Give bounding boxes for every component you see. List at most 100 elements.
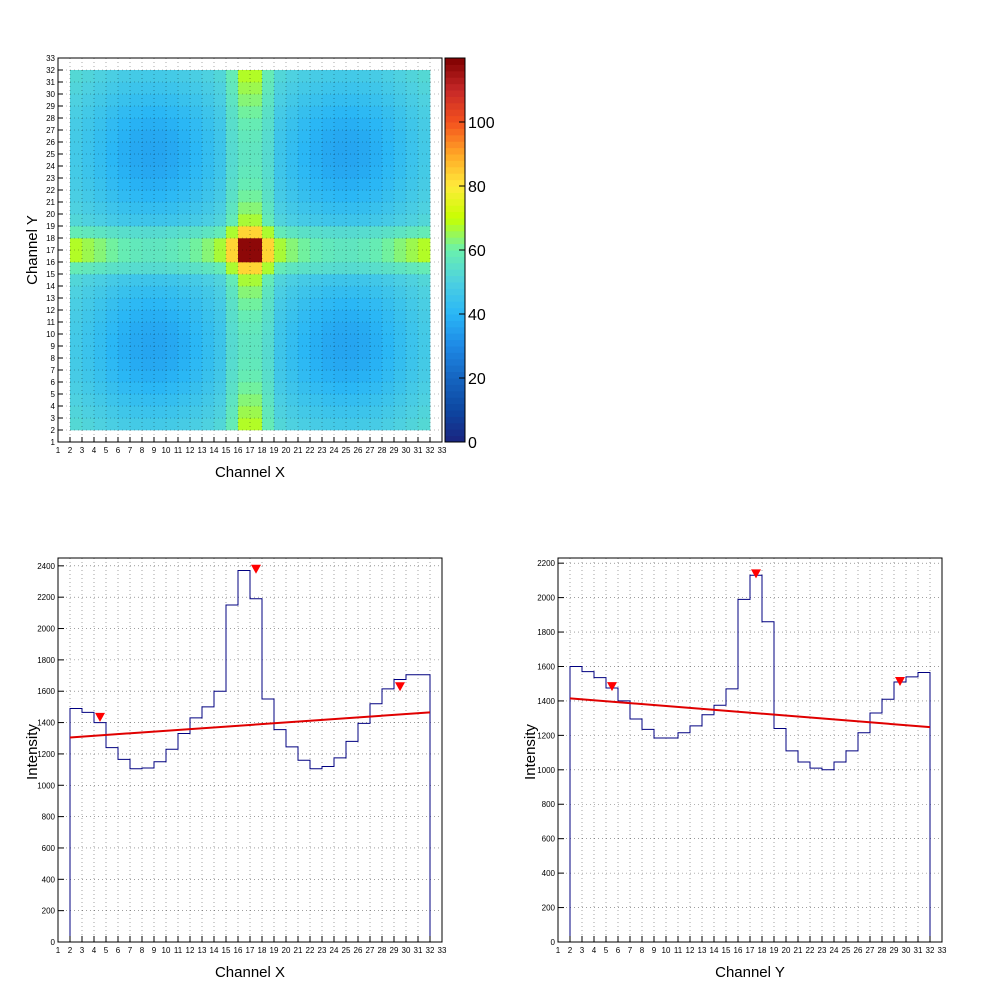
- colorbar-swatch: [445, 378, 465, 385]
- heatmap-cell: [382, 118, 395, 131]
- heatmap-cell: [298, 214, 311, 227]
- heatmap-cell: [154, 346, 167, 359]
- heatmap-cell: [106, 322, 119, 335]
- heatmap-cell: [358, 166, 371, 179]
- y-tick-label: 1200: [37, 750, 55, 759]
- heatmap-cell: [82, 70, 95, 83]
- heatmap-cell: [130, 226, 143, 239]
- heatmap-cell: [370, 142, 383, 155]
- colorbar-swatch: [445, 410, 465, 417]
- heatmap-cell: [418, 322, 431, 335]
- y-tick-label: 1800: [537, 628, 555, 637]
- heatmap-cell: [178, 166, 191, 179]
- heatmap-cell: [178, 262, 191, 275]
- heatmap-x-tick-label: 10: [162, 446, 171, 455]
- heatmap-cell: [82, 166, 95, 179]
- heatmap-cell: [70, 94, 83, 107]
- heatmap-cell: [130, 82, 143, 95]
- heatmap-cell: [418, 394, 431, 407]
- heatmap-cell: [370, 346, 383, 359]
- heatmap-cell: [142, 178, 155, 191]
- heatmap-cell: [334, 418, 347, 431]
- heatmap-cell: [406, 358, 419, 371]
- heatmap-x-tick-label: 12: [186, 446, 195, 455]
- heatmap-cell: [286, 142, 299, 155]
- heatmap-cell: [118, 70, 131, 83]
- heatmap-y-tick-label: 16: [46, 258, 55, 267]
- heatmap-cell: [130, 214, 143, 227]
- heatmap-cell: [130, 382, 143, 395]
- x-tick-label: 4: [592, 946, 597, 955]
- heatmap-cell: [118, 418, 131, 431]
- x-tick-label: 1: [556, 946, 561, 955]
- heatmap-cell: [142, 214, 155, 227]
- heatmap-cell: [238, 262, 251, 275]
- heatmap-cell: [82, 274, 95, 287]
- heatmap-cell: [226, 82, 239, 95]
- heatmap-cell: [202, 94, 215, 107]
- heatmap-cell: [238, 334, 251, 347]
- heatmap-cell: [178, 274, 191, 287]
- heatmap-cell: [370, 226, 383, 239]
- heatmap-cell: [262, 262, 275, 275]
- heatmap-cell: [298, 406, 311, 419]
- heatmap-cell: [274, 154, 287, 167]
- heatmap-cell: [70, 298, 83, 311]
- heatmap-cell: [142, 274, 155, 287]
- heatmap-cell: [70, 334, 83, 347]
- heatmap-cell: [358, 250, 371, 263]
- heatmap-cell: [226, 130, 239, 143]
- histogram-y-x-axis-label: Channel Y: [715, 964, 785, 981]
- heatmap-cell: [346, 250, 359, 263]
- heatmap-cell: [70, 346, 83, 359]
- heatmap-cell: [202, 322, 215, 335]
- heatmap-cell: [226, 262, 239, 275]
- heatmap-cell: [130, 70, 143, 83]
- heatmap-cell: [418, 358, 431, 371]
- colorbar-swatch: [445, 307, 465, 315]
- heatmap-cell: [310, 274, 323, 287]
- heatmap-cell: [214, 418, 227, 431]
- heatmap-cell: [250, 250, 263, 263]
- heatmap-cell: [346, 214, 359, 227]
- peak-marker: [395, 682, 405, 692]
- colorbar-swatch: [445, 365, 465, 373]
- heatmap-cell: [382, 310, 395, 323]
- heatmap-cell: [250, 298, 263, 311]
- heatmap-cell: [166, 94, 179, 107]
- heatmap-cell: [178, 358, 191, 371]
- heatmap-cell: [94, 214, 107, 227]
- heatmap-cell: [178, 70, 191, 83]
- heatmap-cell: [70, 358, 83, 371]
- heatmap-cell: [190, 238, 203, 251]
- heatmap-cell: [274, 178, 287, 191]
- heatmap-cell: [154, 142, 167, 155]
- heatmap-cell: [238, 154, 251, 167]
- colorbar-swatch: [445, 147, 465, 155]
- heatmap-cell: [262, 394, 275, 407]
- heatmap-cell: [406, 178, 419, 191]
- heatmap-cell: [334, 118, 347, 131]
- heatmap-cell: [298, 334, 311, 347]
- x-tick-label: 24: [830, 946, 839, 955]
- heatmap-cell: [118, 322, 131, 335]
- heatmap-x-tick-label: 4: [92, 446, 97, 455]
- heatmap-cell: [178, 82, 191, 95]
- x-tick-label: 33: [938, 946, 947, 955]
- heatmap-cell: [106, 238, 119, 251]
- heatmap-cell: [142, 262, 155, 275]
- heatmap-cell: [346, 130, 359, 143]
- heatmap-cell: [334, 130, 347, 143]
- x-tick-label: 5: [604, 946, 609, 955]
- heatmap-x-tick-label: 2: [68, 446, 73, 455]
- heatmap-x-tick-label: 24: [330, 446, 339, 455]
- colorbar-swatch: [445, 326, 465, 334]
- heatmap-cell: [226, 226, 239, 239]
- heatmap-cell: [70, 154, 83, 167]
- heatmap-cell: [226, 154, 239, 167]
- heatmap-cell: [202, 250, 215, 263]
- heatmap-cell: [154, 298, 167, 311]
- heatmap-cell: [154, 106, 167, 119]
- heatmap-cell: [142, 70, 155, 83]
- heatmap-cell: [334, 262, 347, 275]
